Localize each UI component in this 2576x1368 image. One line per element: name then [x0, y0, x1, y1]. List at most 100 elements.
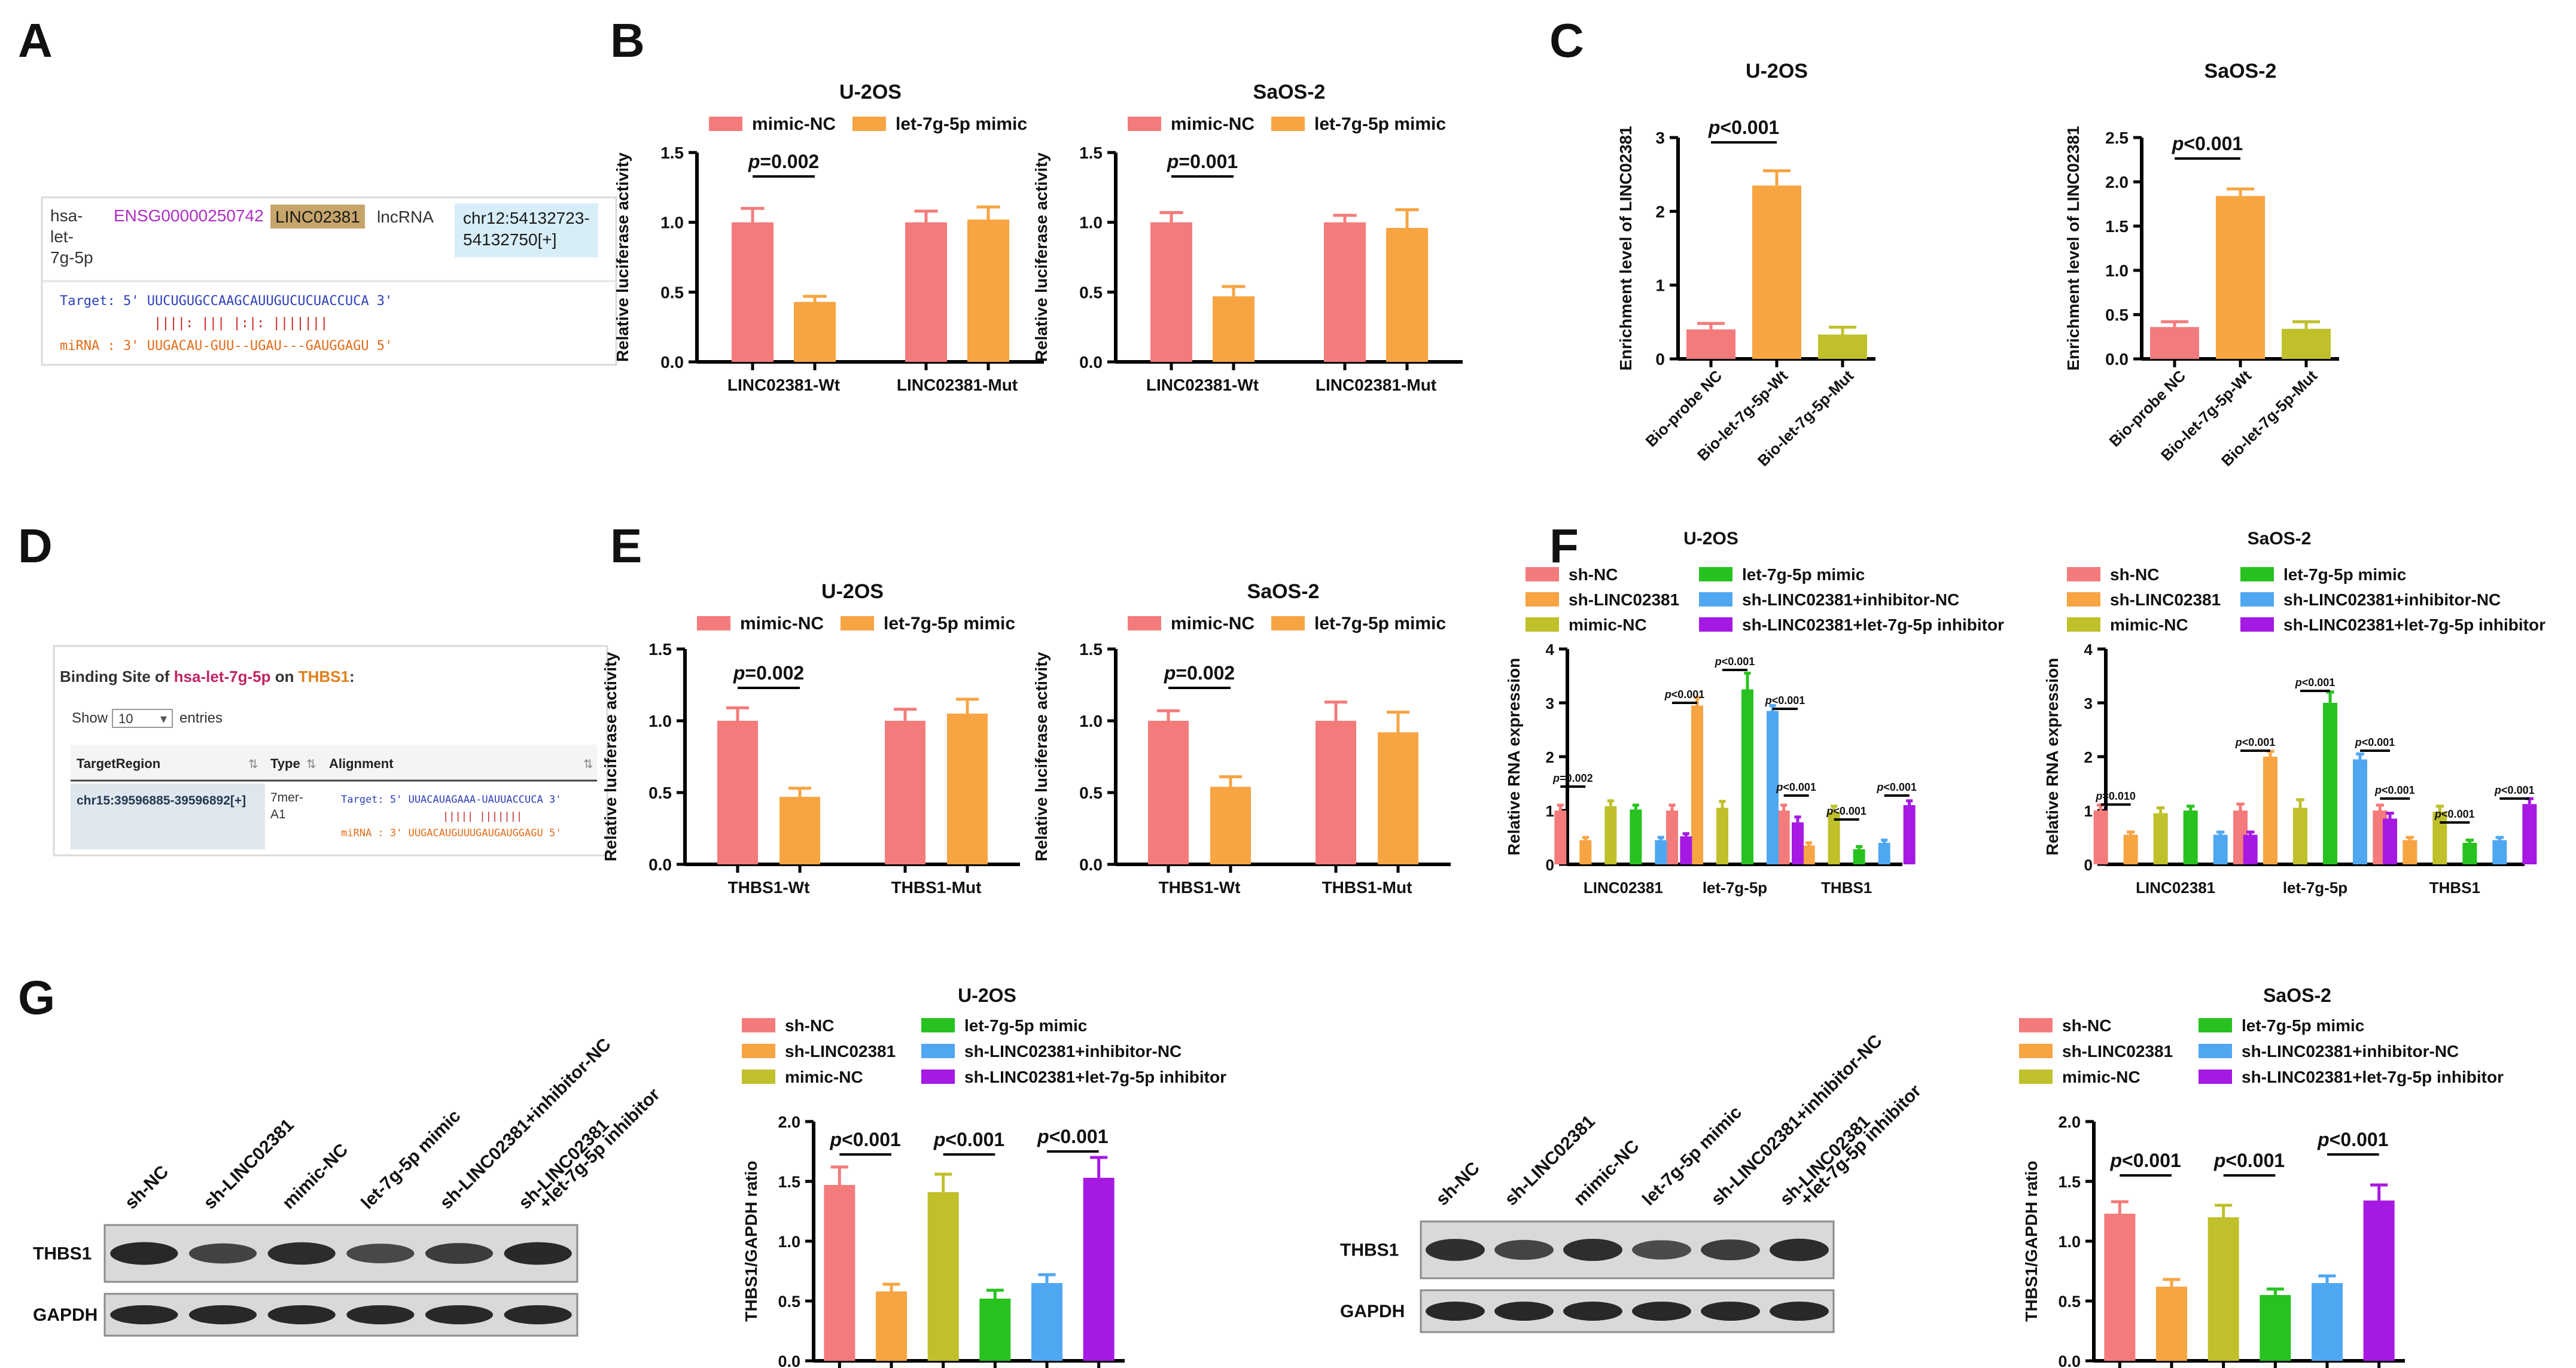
legend-label: sh-LINC02381+inhibitor-NC	[1742, 590, 1959, 609]
blot-row-label: THBS1	[33, 1244, 92, 1264]
bar-mimic-nc	[885, 721, 925, 864]
column-header-target[interactable]: TargetRegion	[77, 756, 160, 771]
p-value-label: p=0.002	[733, 662, 804, 684]
blot-band	[188, 1243, 257, 1264]
pairing-line: ||||: ||| |:|: |||||||	[154, 316, 328, 331]
chart-b1: U-2OS 0.0 0.5 1.0 1.5 Relative luciferase act…	[613, 81, 1044, 394]
bar-mimic-nc	[905, 222, 947, 362]
column-header-alignment[interactable]: Alignment	[329, 756, 394, 771]
bar-sh-linc02381-inhibitor-nc	[2213, 834, 2228, 864]
panel-letter-d: D	[18, 519, 53, 572]
bar-sh-linc02381-inhibitor-nc	[2492, 840, 2507, 864]
bar-sh-linc02381-inhibitor-nc	[2312, 1283, 2343, 1361]
bar-mimic-nc	[1604, 806, 1617, 864]
legend-label: sh-NC	[1569, 565, 1618, 584]
chart-title: U-2OS	[821, 580, 884, 603]
chevron-down-icon: ▾	[160, 711, 167, 726]
bar-bio-probe-nc	[2150, 327, 2199, 359]
legend-label: sh-LINC02381+inhibitor-NC	[2242, 1042, 2459, 1061]
chart-b2: SaOS-2 0.0 0.5 1.0 1.5 Relative luciferase ac…	[1032, 81, 1463, 394]
p-value-label: p<0.001	[2235, 736, 2276, 748]
y-tick-label: 3	[2084, 694, 2093, 712]
mirna-name: 7g-5p	[50, 248, 93, 267]
target-region-cell: chr15:39596885-39596892[+]	[77, 794, 246, 808]
legend-label: let-7g-5p mimic	[1314, 114, 1446, 134]
bar-sh-linc02381-let-7g-5p-inhibitor	[1680, 836, 1692, 864]
chart-title: U-2OS	[839, 81, 902, 103]
legend-label: mimic-NC	[1569, 616, 1647, 634]
legend-label: let-7g-5p mimic	[884, 614, 1015, 633]
legend-swatch	[1525, 592, 1559, 607]
bar-mimic-nc	[1148, 721, 1189, 864]
legend-swatch	[2199, 1070, 2232, 1084]
blot-band	[110, 1242, 178, 1265]
blot-band	[1426, 1239, 1485, 1261]
y-tick-label: 1.0	[660, 214, 684, 232]
y-tick-label: 2.0	[778, 1113, 800, 1131]
genomic-location[interactable]: chr12:54132723-	[463, 209, 590, 227]
bar-let-7g-5p-mimic	[967, 220, 1009, 362]
y-tick-label: 0.5	[1079, 283, 1103, 301]
y-tick-label: 3	[1546, 694, 1554, 712]
ensembl-id[interactable]: ENSG00000250742	[114, 206, 264, 225]
entries-select[interactable]	[112, 709, 173, 728]
blot-strip-gapdh	[103, 1293, 578, 1337]
blot-band	[1494, 1302, 1554, 1321]
legend-swatch	[2240, 617, 2274, 632]
column-header-type[interactable]: Type	[270, 756, 300, 771]
legend-label: mimic-NC	[1171, 114, 1254, 134]
p-value-label: p<0.001	[830, 1129, 901, 1150]
binding-site-title: Binding Site of hsa-let-7g-5p on THBS1:	[60, 668, 355, 685]
x-tick-label: LINC02381	[2136, 879, 2215, 897]
legend-swatch	[1699, 617, 1732, 632]
entries-label: entries	[179, 710, 223, 726]
bar-let-7g-5p-mimic	[947, 714, 988, 864]
target-sequence: Target: 5' UUCUGUGCCAAGCAUUGUCUCUACCUCA …	[60, 294, 392, 309]
blot-band	[425, 1305, 494, 1324]
bar-mimic-nc	[927, 1192, 959, 1361]
gene-badge: LINC02381	[275, 208, 360, 226]
sort-icon[interactable]: ⇅	[248, 758, 258, 771]
y-axis-label: THBS1/GAPDH ratio	[2022, 1160, 2041, 1321]
legend-label: mimic-NC	[2062, 1068, 2140, 1086]
bar-let-7g-5p-mimic	[1853, 849, 1865, 864]
bar-sh-linc02381-let-7g-5p-inhibitor	[2363, 1201, 2395, 1361]
y-tick-label: 0.0	[648, 855, 672, 874]
row-highlight	[71, 784, 265, 849]
bar-let-7g-5p-mimic	[780, 797, 820, 864]
chart-e2: SaOS-2 0.0 0.5 1.0 1.5 Relative luciferase ac…	[1032, 580, 1451, 897]
sort-icon[interactable]: ⇅	[583, 758, 593, 771]
p-value-label: p<0.001	[2317, 1129, 2388, 1150]
bar-let-7g-5p-mimic	[1210, 787, 1251, 864]
blot-band	[1494, 1239, 1554, 1260]
legend-g2: sh-NC let-7g-5p mimic sh-LINC02381 sh-LINC0…	[2019, 1016, 2504, 1086]
y-tick-label: 0.5	[648, 784, 672, 802]
bar-sh-linc02381	[2123, 834, 2138, 864]
bar-bio-let-7g-5p-mut	[2282, 328, 2331, 359]
sort-icon[interactable]: ⇅	[306, 758, 316, 771]
legend-f1: sh-NC let-7g-5p mimic sh-LINC02381 sh-LINC0…	[1525, 565, 2004, 634]
chart-g2: SaOS-2 0.0 0.5 1.0 1.5 2.0 THBS1/GAPDH ratio	[2022, 985, 2405, 1368]
y-tick-label: 0	[1546, 856, 1554, 874]
p-value-label: p<0.001	[2355, 736, 2395, 748]
y-tick-label: 1.5	[660, 144, 684, 162]
y-tick-label: 2.0	[2105, 173, 2129, 191]
mirna-name: let-	[50, 227, 74, 246]
bar-let-7g-5p-mimic	[979, 1299, 1011, 1361]
p-value-label: p<0.001	[2494, 784, 2535, 796]
panel-letter-g: G	[18, 971, 55, 1024]
y-tick-label: 2	[1655, 202, 1665, 221]
y-tick-label: 4	[1546, 641, 1555, 659]
legend-e1: mimic-NC let-7g-5p mimic	[697, 614, 1015, 633]
y-tick-label: 0.0	[660, 353, 684, 371]
y-axis-label: Relative luciferase activity	[1032, 651, 1051, 861]
bar-mimic-nc	[2153, 813, 2168, 864]
genomic-location[interactable]: 54132750[+]	[463, 230, 557, 249]
legend-swatch	[1699, 592, 1732, 607]
legend-swatch	[2240, 592, 2274, 607]
bar-sh-linc02381-inhibitor-nc	[2353, 759, 2367, 864]
bar-sh-linc02381-let-7g-5p-inhibitor	[1903, 805, 1916, 864]
legend-label: sh-LINC02381+let-7g-5p inhibitor	[964, 1068, 1226, 1086]
bar-let-7g-5p-mimic	[1630, 809, 1642, 864]
y-axis-label: THBS1/GAPDH ratio	[742, 1160, 760, 1321]
